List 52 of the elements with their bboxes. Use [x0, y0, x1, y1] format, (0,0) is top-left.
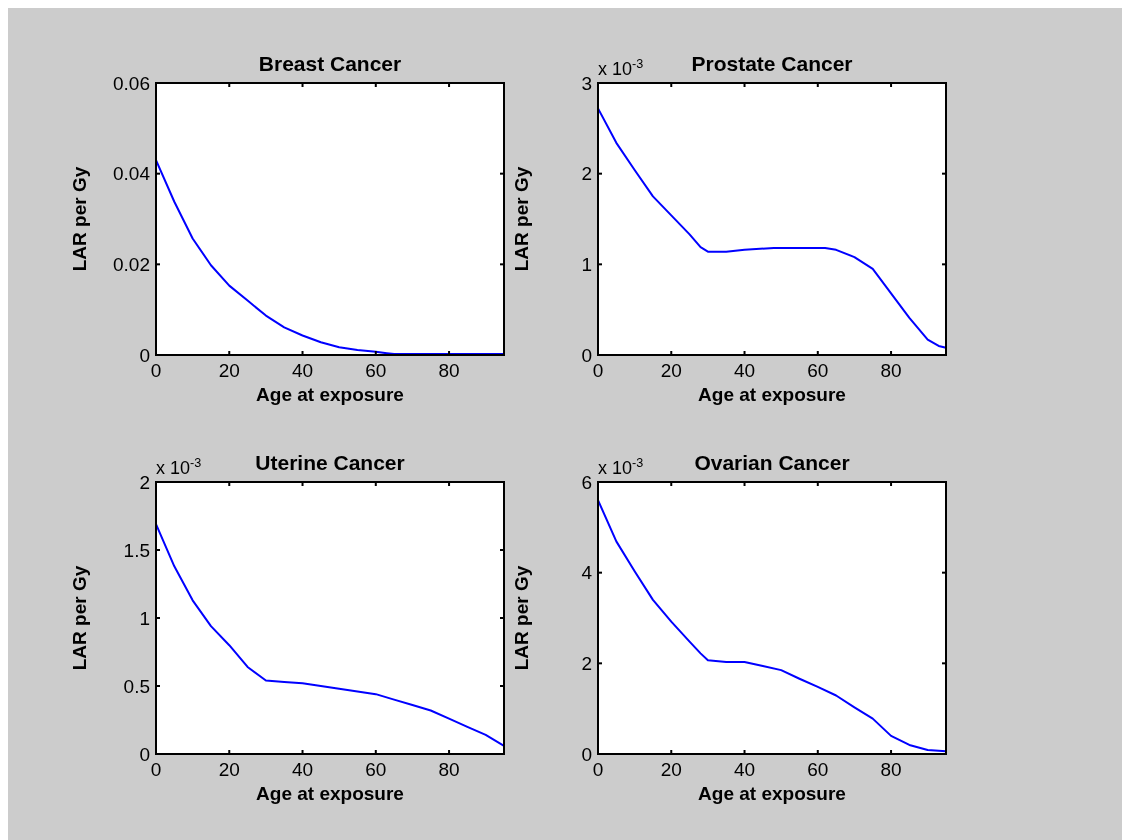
line-series	[155, 159, 505, 356]
chart-title: Ovarian Cancer	[694, 451, 850, 474]
x-tick-label: 60	[807, 759, 829, 780]
x-tick-label: 60	[365, 759, 387, 780]
x-axis-title: Age at exposure	[256, 384, 404, 405]
line-series	[597, 499, 947, 753]
x-tick-label: 80	[438, 759, 460, 780]
y-tick-label: 0	[139, 743, 150, 765]
x-tick-label: 80	[880, 360, 902, 381]
y-tick-label: 2	[581, 163, 592, 185]
x-tick-label: 40	[291, 360, 314, 381]
line-series	[597, 107, 947, 349]
y-tick-label: 0.5	[123, 675, 150, 697]
y-tick-label: 0.06	[113, 72, 150, 94]
chart-title: Uterine Cancer	[255, 451, 405, 474]
y-tick-label: 0	[139, 344, 150, 366]
x-axis-title: Age at exposure	[698, 384, 846, 405]
y-tick-label: 0	[581, 344, 592, 366]
line-series	[155, 523, 505, 747]
y-axis-title: LAR per Gy	[69, 565, 90, 671]
chart-title: Breast Cancer	[258, 52, 402, 75]
y-tick-label: 1.5	[123, 539, 150, 561]
x-tick-label: 20	[660, 360, 682, 381]
text: x 10$^{-3}$	[598, 456, 644, 478]
y-tick-label: 1	[581, 253, 592, 275]
x-tick-label: 40	[733, 360, 756, 381]
x-tick-label: 20	[218, 360, 240, 381]
y-axis-title: LAR per Gy	[511, 565, 532, 671]
y-tick-label: 4	[581, 562, 593, 584]
y-tick-label: 6	[581, 471, 592, 493]
x-tick-label: 20	[218, 759, 240, 780]
x-axis-title: Age at exposure	[256, 783, 404, 804]
x-tick-label: 40	[733, 759, 756, 780]
x-tick-label: 80	[438, 360, 460, 381]
y-axis-title: LAR per Gy	[69, 166, 90, 272]
y-tick-label: 0	[581, 743, 592, 765]
text: x 10$^{-3}$	[156, 456, 202, 478]
x-tick-label: 60	[365, 360, 387, 381]
x-axis-title: Age at exposure	[698, 783, 846, 804]
text: x 10$^{-3}$	[598, 57, 644, 79]
x-tick-label: 60	[807, 360, 829, 381]
x-tick-label: 20	[660, 759, 682, 780]
y-axis-title: LAR per Gy	[511, 166, 532, 272]
x-tick-label: 80	[880, 759, 902, 780]
y-tick-label: 2	[581, 652, 592, 674]
y-tick-label: 1	[139, 607, 150, 629]
y-tick-label: 3	[581, 72, 592, 94]
chart-title: Prostate Cancer	[691, 52, 853, 75]
y-tick-label: 0.04	[113, 163, 151, 185]
x-tick-label: 40	[291, 759, 314, 780]
y-tick-label: 2	[139, 471, 150, 493]
y-tick-label: 0.02	[113, 253, 150, 275]
